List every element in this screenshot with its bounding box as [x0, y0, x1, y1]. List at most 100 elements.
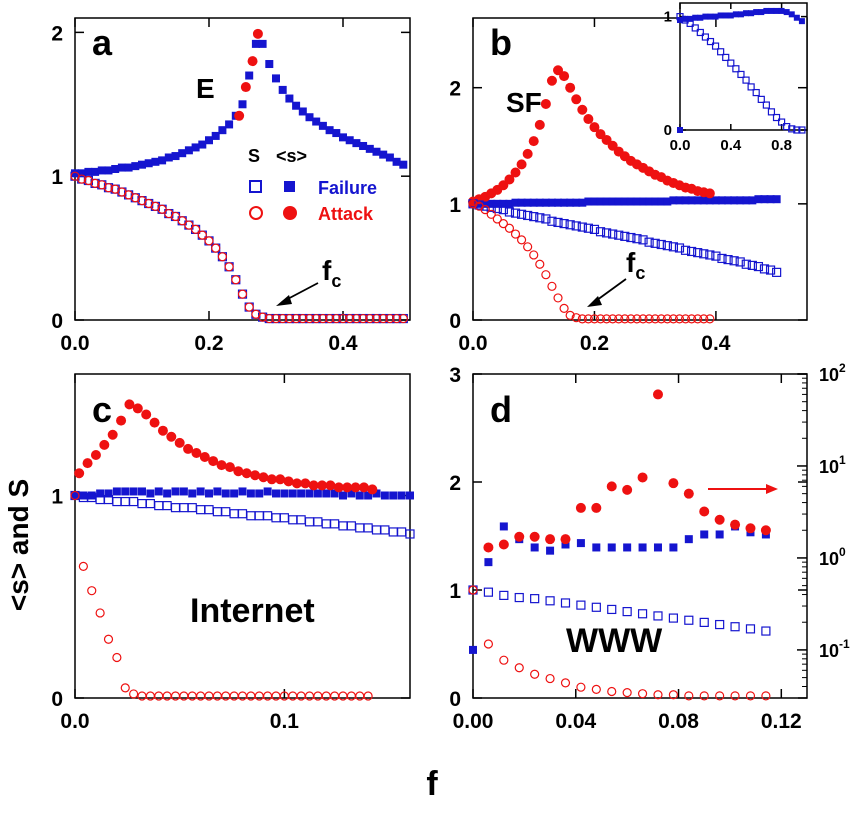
data-point — [355, 691, 365, 701]
data-point — [284, 313, 294, 324]
data-point — [144, 159, 153, 168]
data-point — [229, 691, 239, 701]
inset-data-point — [737, 11, 744, 18]
data-point — [541, 198, 550, 207]
legend-attack-label: Attack — [318, 204, 374, 224]
data-point — [187, 691, 197, 701]
data-point — [163, 489, 172, 498]
data-point — [158, 156, 167, 165]
data-point — [699, 617, 709, 628]
data-point — [745, 523, 756, 534]
data-point — [748, 196, 757, 205]
data-point — [271, 313, 281, 324]
data-point — [571, 313, 581, 323]
data-point — [358, 482, 369, 493]
data-point — [534, 119, 545, 130]
data-point — [553, 293, 563, 303]
data-point — [486, 202, 496, 212]
inset-data-point — [753, 9, 760, 16]
y-tick-label: 1 — [449, 194, 461, 217]
data-point — [278, 313, 288, 324]
data-point — [498, 539, 509, 550]
data-point — [367, 484, 378, 495]
data-point — [71, 491, 79, 500]
data-point — [170, 691, 181, 701]
data-point — [760, 525, 771, 536]
data-point — [217, 252, 227, 262]
y-tick-label: 0 — [51, 688, 63, 711]
data-point — [652, 389, 663, 400]
data-point — [511, 198, 520, 207]
fc-label-a: fc — [322, 255, 341, 291]
data-point — [486, 209, 496, 219]
data-point — [514, 531, 525, 542]
data-point — [693, 196, 702, 205]
data-point — [742, 196, 751, 205]
data-point — [304, 691, 315, 701]
data-point — [723, 255, 733, 265]
data-point — [529, 531, 540, 542]
inset-data-point — [783, 122, 791, 131]
data-point — [561, 540, 570, 549]
data-point — [406, 491, 414, 500]
data-point — [333, 482, 344, 493]
data-point — [546, 546, 555, 555]
data-point — [371, 525, 382, 535]
data-point — [392, 157, 401, 166]
data-point — [179, 487, 188, 496]
data-point — [82, 458, 93, 469]
data-point — [730, 196, 739, 205]
y-tick-label: 0 — [449, 688, 461, 711]
data-point — [657, 197, 666, 206]
data-point — [492, 203, 502, 214]
data-point — [583, 223, 593, 233]
data-point — [237, 289, 248, 299]
data-point — [272, 74, 280, 83]
data-point — [620, 197, 629, 206]
data-point — [111, 165, 120, 173]
data-point — [638, 235, 648, 245]
data-point — [77, 174, 87, 184]
data-point — [595, 227, 606, 237]
data-point — [346, 691, 356, 701]
data-point — [638, 543, 647, 552]
data-point — [545, 673, 555, 684]
inset-data-point — [712, 13, 719, 20]
data-point — [221, 489, 230, 498]
data-point — [292, 101, 301, 110]
data-point — [364, 491, 373, 500]
data-point — [529, 250, 539, 260]
fc-arrowhead-b — [587, 296, 602, 307]
data-point — [529, 198, 538, 207]
data-point — [575, 502, 586, 513]
data-point — [714, 514, 725, 525]
data-point — [157, 204, 167, 214]
data-point — [283, 476, 294, 487]
data-point — [680, 314, 691, 324]
data-point — [653, 690, 663, 700]
data-point — [626, 197, 635, 206]
data-point — [103, 183, 114, 193]
data-point — [747, 260, 757, 271]
data-point — [626, 232, 636, 243]
panel-c-letter: c — [92, 389, 112, 430]
y-axis-title: <s> and S — [3, 479, 34, 611]
data-point — [263, 691, 273, 701]
data-point — [699, 196, 708, 205]
data-point — [572, 198, 581, 207]
data-point — [204, 236, 214, 246]
legend-attack-s-marker — [283, 206, 297, 220]
data-point — [614, 314, 624, 324]
right-y-tick-label: 100 — [819, 545, 846, 569]
data-point — [325, 313, 335, 324]
data-point — [547, 198, 556, 207]
data-point — [700, 530, 709, 539]
data-point — [591, 684, 601, 694]
inset-data-point — [727, 59, 735, 67]
data-point — [761, 691, 771, 701]
data-point — [304, 313, 315, 324]
data-point — [571, 221, 581, 231]
inset-data-point — [793, 126, 801, 134]
data-point — [308, 480, 319, 491]
data-point — [684, 615, 694, 625]
